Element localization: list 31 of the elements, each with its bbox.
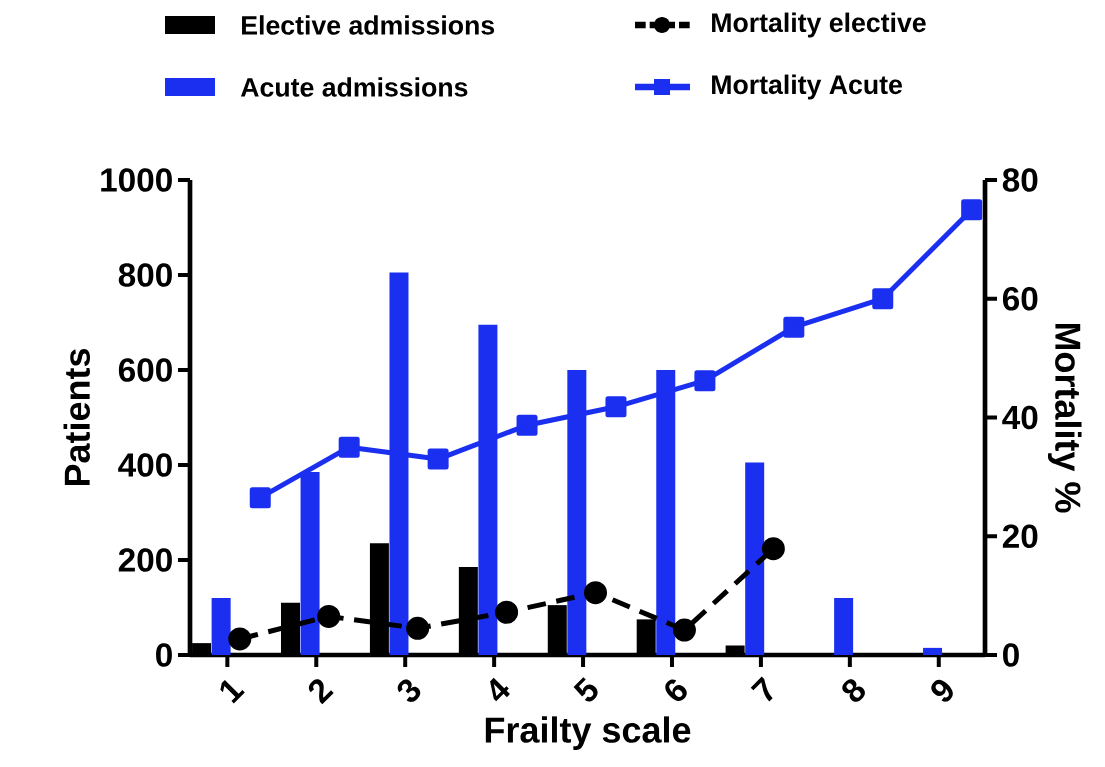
bar	[745, 462, 765, 655]
x-tick-label: 6	[665, 679, 687, 702]
y2-tick-label: 60	[1002, 286, 1038, 311]
y-tick-label: 800	[118, 263, 172, 287]
legend-label: Mortality elective	[712, 12, 926, 38]
bar	[211, 598, 231, 655]
x-tick-label: 8	[842, 679, 865, 702]
legend-label: Acute admissions	[240, 77, 468, 97]
x-tick-label: 7	[750, 676, 773, 702]
y2-tick-label: 80	[1002, 168, 1038, 192]
legend-label: Mortality Acute	[712, 74, 902, 100]
legend-label: Elective admissions	[242, 15, 495, 35]
x-tick-label: 1	[220, 679, 245, 704]
y2-tick-label: 0	[1003, 643, 1019, 667]
y2-tick-label: 20	[1002, 524, 1038, 549]
y2-tick-label: 40	[1002, 405, 1038, 430]
y-tick-label: 200	[118, 548, 172, 572]
y-tick-label: 1000	[101, 168, 172, 192]
y2-axis-title: Mortality %	[1047, 323, 1082, 513]
y-tick-label: 0	[156, 643, 172, 667]
x-tick-label: 3	[397, 679, 421, 702]
x-axis-title: Frailty scale	[485, 716, 691, 750]
y-axis-title: Patients	[63, 348, 90, 486]
y-tick-label: 400	[118, 453, 172, 477]
x-tick-label: 9	[931, 679, 953, 702]
x-tick-label: 5	[573, 677, 598, 702]
bar	[923, 647, 943, 655]
bar	[834, 598, 854, 655]
x-tick-label: 2	[308, 679, 334, 705]
x-tick-label: 4	[490, 677, 510, 702]
y-tick-label: 600	[118, 358, 172, 382]
